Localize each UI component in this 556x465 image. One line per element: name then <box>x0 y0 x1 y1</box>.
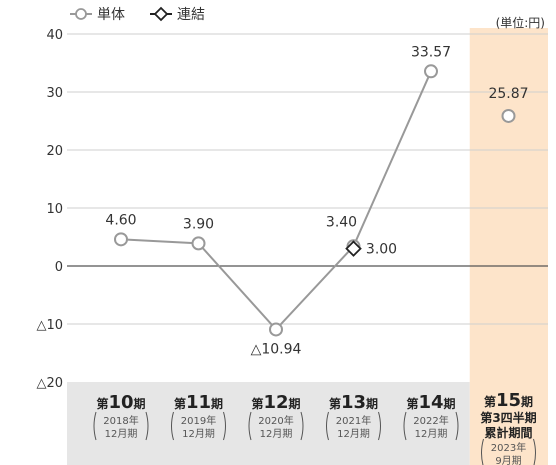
category-bracket-left <box>171 411 174 441</box>
data-label: 33.57 <box>411 44 451 60</box>
category-number: 10 <box>108 392 133 413</box>
category-label: 第12期 <box>251 392 300 413</box>
y-tick-label: 20 <box>46 144 63 159</box>
category-bracket-right <box>145 411 149 441</box>
category-bracket-right <box>455 411 459 441</box>
category-sub-year: 2023年 <box>491 441 526 454</box>
data-label: 4.60 <box>105 212 136 228</box>
data-point-circle <box>269 322 283 337</box>
category-bracket-right <box>300 411 304 441</box>
data-point-circle <box>501 108 516 123</box>
category-suffix: 期 <box>444 396 456 411</box>
data-point-circle <box>424 64 438 79</box>
category-label: 第10期 <box>96 392 145 413</box>
data-points <box>114 64 516 337</box>
data-label: △10.94 <box>251 341 302 357</box>
category-bracket-left <box>93 411 97 441</box>
category-bracket-left <box>326 411 329 441</box>
category-suffix: 期 <box>289 396 301 411</box>
category-bracket-left <box>403 411 407 441</box>
legend-marker-diamond <box>153 6 169 22</box>
background-bands <box>67 28 548 465</box>
category-label: 第15期 <box>484 390 533 411</box>
highlight-band <box>469 28 548 465</box>
y-tick-label: △10 <box>36 318 63 333</box>
legend-label: 連結 <box>177 7 205 23</box>
category-suffix: 期 <box>521 394 533 409</box>
category-sub-period: 12月期 <box>415 428 448 440</box>
category-prefix: 第 <box>96 396 108 411</box>
category-sub-year: 2020年 <box>258 414 293 427</box>
category-sub-period: 12月期 <box>337 428 370 440</box>
category-sub-year: 2021年 <box>336 414 371 427</box>
category-bracket-right <box>378 411 381 441</box>
series-lines <box>120 70 432 331</box>
category-prefix: 第 <box>174 396 186 411</box>
y-tick-label: 10 <box>46 202 63 217</box>
category-bracket-right <box>223 411 226 441</box>
category-line3: 累計期間 <box>484 425 532 440</box>
category-suffix: 期 <box>211 396 223 411</box>
category-label: 第11期 <box>174 392 223 413</box>
series-line <box>120 70 432 331</box>
category-number: 15 <box>496 390 521 411</box>
category-label: 第13期 <box>329 392 378 413</box>
data-point-circle <box>191 236 206 251</box>
data-label: 3.00 <box>366 242 397 258</box>
category-sub-year: 2019年 <box>181 414 216 427</box>
category-sub-period: 9月期 <box>495 455 521 465</box>
category-sub-period: 12月期 <box>105 428 138 440</box>
data-label: 3.40 <box>326 214 357 230</box>
category-sub-period: 12月期 <box>182 428 215 440</box>
category-number: 14 <box>418 392 443 413</box>
category-prefix: 第 <box>484 394 496 409</box>
category-number: 13 <box>341 392 366 413</box>
category-prefix: 第 <box>329 396 341 411</box>
data-label: 25.87 <box>488 86 528 102</box>
legend-marker-circle <box>75 8 87 20</box>
category-sub-year: 2022年 <box>413 414 448 427</box>
category-prefix: 第 <box>251 396 263 411</box>
y-tick-label: 40 <box>46 28 63 43</box>
data-label: 3.90 <box>183 216 214 232</box>
data-point-diamond <box>345 240 362 257</box>
category-label: 第14期 <box>406 392 455 413</box>
category-number: 11 <box>186 392 211 413</box>
category-line2: 第3四半期 <box>480 410 536 425</box>
y-tick-label: △20 <box>36 376 63 391</box>
y-tick-label: 0 <box>55 260 63 275</box>
x-axis-categories: 第10期2018年12月期第11期2019年12月期第12期2020年12月期第… <box>93 390 537 465</box>
category-sub-year: 2018年 <box>103 414 138 427</box>
y-axis: 40 30 20 10 0 △10 △20 <box>36 28 63 391</box>
category-suffix: 期 <box>366 396 378 411</box>
category-suffix: 期 <box>134 396 146 411</box>
unit-label: (単位:円) <box>496 15 545 30</box>
data-point-circle <box>114 232 128 247</box>
legend: 単体 連結 <box>70 6 205 23</box>
category-sub-period: 12月期 <box>260 428 293 440</box>
data-labels: 4.60 3.90 △10.94 3.40 33.57 25.87 3.00 <box>105 44 528 357</box>
legend-label: 単体 <box>97 7 125 23</box>
category-bracket-left <box>248 411 252 441</box>
category-band <box>67 382 470 465</box>
gridlines <box>67 33 548 325</box>
category-number: 12 <box>263 392 288 413</box>
category-prefix: 第 <box>406 396 418 411</box>
y-tick-label: 30 <box>46 86 63 101</box>
